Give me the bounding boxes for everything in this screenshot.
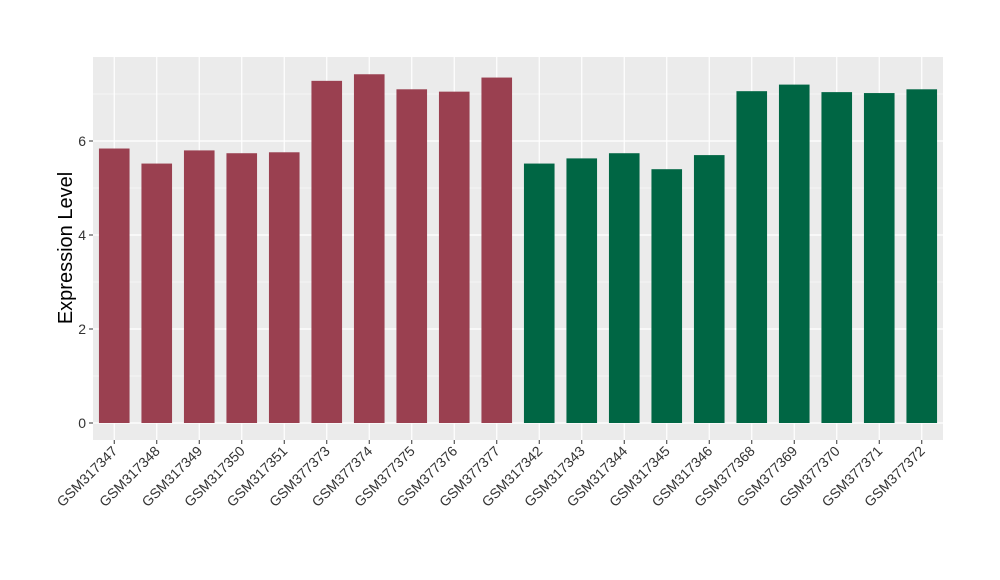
bar-GSM317348 — [141, 163, 173, 423]
bar-GSM377371 — [863, 93, 895, 423]
bar-GSM317347 — [98, 148, 130, 423]
bar-GSM317344 — [608, 153, 640, 423]
bar-GSM317346 — [693, 155, 725, 423]
y-tick-label: 2 — [78, 321, 86, 337]
x-axis: GSM317347GSM317348GSM317349GSM317350GSM3… — [53, 440, 928, 510]
bar-GSM317342 — [523, 163, 555, 423]
y-tick-label: 0 — [78, 415, 86, 431]
y-axis-title: Expression Level — [55, 172, 77, 324]
bar-GSM377377 — [481, 77, 513, 424]
bar-GSM377368 — [736, 91, 768, 424]
bar-GSM377374 — [353, 74, 385, 423]
bar-GSM377376 — [438, 91, 470, 424]
bar-GSM317345 — [651, 169, 683, 423]
bar-GSM317350 — [226, 153, 258, 423]
plot-panel — [93, 57, 943, 440]
bar-GSM377369 — [778, 84, 810, 423]
bar-GSM377373 — [311, 80, 343, 423]
y-axis: 0 2 4 6 — [78, 133, 93, 431]
bar-GSM377375 — [396, 89, 428, 424]
bar-GSM317349 — [183, 150, 215, 423]
bar-GSM317351 — [268, 152, 300, 423]
bar-GSM377370 — [821, 92, 853, 424]
y-tick-label: 6 — [78, 133, 86, 149]
bars — [98, 74, 938, 424]
y-tick-label: 4 — [78, 227, 86, 243]
bar-GSM377372 — [906, 89, 938, 424]
bar-GSM317343 — [566, 158, 598, 423]
